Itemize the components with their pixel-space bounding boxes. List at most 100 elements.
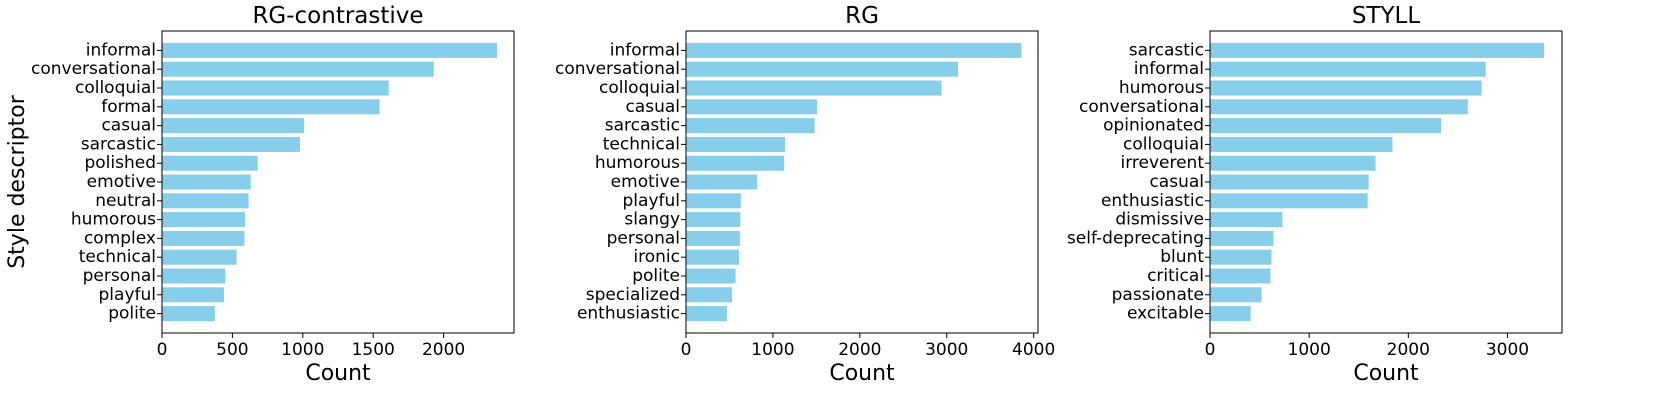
- category-label: ironic: [633, 247, 680, 267]
- bar-complex: [162, 230, 245, 246]
- x-tick-label: 1500: [352, 340, 395, 360]
- category-label: irreverent: [1120, 153, 1204, 173]
- category-label: emotive: [87, 172, 156, 192]
- category-label: conversational: [1079, 97, 1204, 117]
- bar-emotive: [162, 174, 251, 190]
- x-tick-label: 1000: [281, 340, 324, 360]
- category-label: technical: [603, 134, 680, 154]
- category-label: technical: [79, 247, 156, 267]
- bar-conversational: [162, 61, 434, 77]
- chart-title: STYLL: [1352, 3, 1421, 29]
- category-label: casual: [625, 97, 680, 117]
- category-label: polite: [632, 266, 680, 286]
- category-label: polished: [84, 153, 156, 173]
- category-label: complex: [84, 228, 156, 248]
- x-tick-label: 3000: [925, 340, 968, 360]
- bar-conversational: [686, 61, 959, 77]
- bar-conversational: [1210, 99, 1468, 115]
- x-tick-label: 0: [1205, 340, 1216, 360]
- category-label: conversational: [555, 59, 680, 79]
- x-tick-label: 4000: [1012, 340, 1055, 360]
- bar-informal: [1210, 61, 1486, 77]
- bar-enthusiastic: [686, 306, 727, 322]
- category-label: excitable: [1127, 304, 1204, 324]
- bar-emotive: [686, 174, 758, 190]
- bar-polite: [686, 268, 736, 284]
- x-tick-label: 2000: [422, 340, 465, 360]
- chart-panel-1: informalconversationalcolloquialformalca…: [5, 3, 515, 386]
- category-label: informal: [610, 40, 680, 60]
- x-tick-label: 1000: [1288, 340, 1331, 360]
- x-axis-label: Count: [305, 361, 371, 386]
- x-tick-label: 1000: [751, 340, 794, 360]
- category-label: passionate: [1112, 285, 1204, 305]
- category-label: formal: [101, 97, 156, 117]
- category-label: playful: [623, 191, 680, 211]
- category-label: self-deprecating: [1067, 228, 1204, 248]
- category-label: casual: [1149, 172, 1204, 192]
- bar-slangy: [686, 212, 741, 228]
- category-label: informal: [1134, 59, 1204, 79]
- bar-casual: [162, 118, 305, 134]
- bar-sarcastic: [162, 136, 300, 152]
- category-label: colloquial: [75, 78, 156, 98]
- bar-neutral: [162, 193, 249, 209]
- x-tick-label: 3000: [1486, 340, 1529, 360]
- bar-critical: [1210, 268, 1271, 284]
- category-label: slangy: [624, 210, 680, 230]
- category-label: sarcastic: [1129, 40, 1204, 60]
- category-label: playful: [99, 285, 156, 305]
- category-label: personal: [83, 266, 156, 286]
- category-label: enthusiastic: [577, 304, 680, 324]
- x-tick-label: 0: [157, 340, 168, 360]
- chart-title: RG: [845, 3, 879, 29]
- bar-passionate: [1210, 287, 1262, 303]
- bar-technical: [162, 249, 237, 265]
- bar-informal: [686, 42, 1022, 58]
- category-label: casual: [101, 116, 156, 136]
- category-label: dismissive: [1115, 210, 1204, 230]
- bar-ironic: [686, 249, 740, 265]
- category-label: neutral: [95, 191, 156, 211]
- category-label: enthusiastic: [1101, 191, 1204, 211]
- bar-sarcastic: [1210, 42, 1545, 58]
- x-tick-label: 2000: [838, 340, 881, 360]
- bar-humorous: [162, 212, 246, 228]
- bar-colloquial: [162, 80, 389, 96]
- category-label: emotive: [611, 172, 680, 192]
- y-axis-label: Style descriptor: [5, 94, 30, 269]
- category-label: sarcastic: [81, 134, 156, 154]
- bar-personal: [162, 268, 226, 284]
- category-label: informal: [86, 40, 156, 60]
- bar-informal: [162, 42, 498, 58]
- category-label: polite: [108, 304, 156, 324]
- bar-playful: [162, 287, 224, 303]
- bar-colloquial: [686, 80, 942, 96]
- category-label: humorous: [595, 153, 680, 173]
- bar-dismissive: [1210, 212, 1283, 228]
- chart-panel-3: sarcasticinformalhumorousconversationalo…: [1067, 3, 1563, 386]
- bar-polite: [162, 306, 215, 322]
- x-axis-label: Count: [829, 361, 895, 386]
- bar-technical: [686, 136, 786, 152]
- bar-sarcastic: [686, 118, 815, 134]
- bar-personal: [686, 230, 740, 246]
- x-tick-label: 0: [681, 340, 692, 360]
- category-label: conversational: [31, 59, 156, 79]
- bar-casual: [686, 99, 818, 115]
- category-label: sarcastic: [605, 116, 680, 136]
- category-label: specialized: [586, 285, 680, 305]
- bar-opinionated: [1210, 118, 1442, 134]
- bar-colloquial: [1210, 136, 1393, 152]
- category-label: humorous: [1119, 78, 1204, 98]
- category-label: opinionated: [1103, 116, 1204, 136]
- bar-excitable: [1210, 306, 1251, 322]
- bar-polished: [162, 155, 258, 171]
- x-tick-label: 500: [216, 340, 248, 360]
- bar-self-deprecating: [1210, 230, 1274, 246]
- chart-title: RG-contrastive: [252, 3, 423, 29]
- category-label: critical: [1147, 266, 1204, 286]
- bar-enthusiastic: [1210, 193, 1368, 209]
- category-label: humorous: [71, 210, 156, 230]
- category-label: blunt: [1160, 247, 1204, 267]
